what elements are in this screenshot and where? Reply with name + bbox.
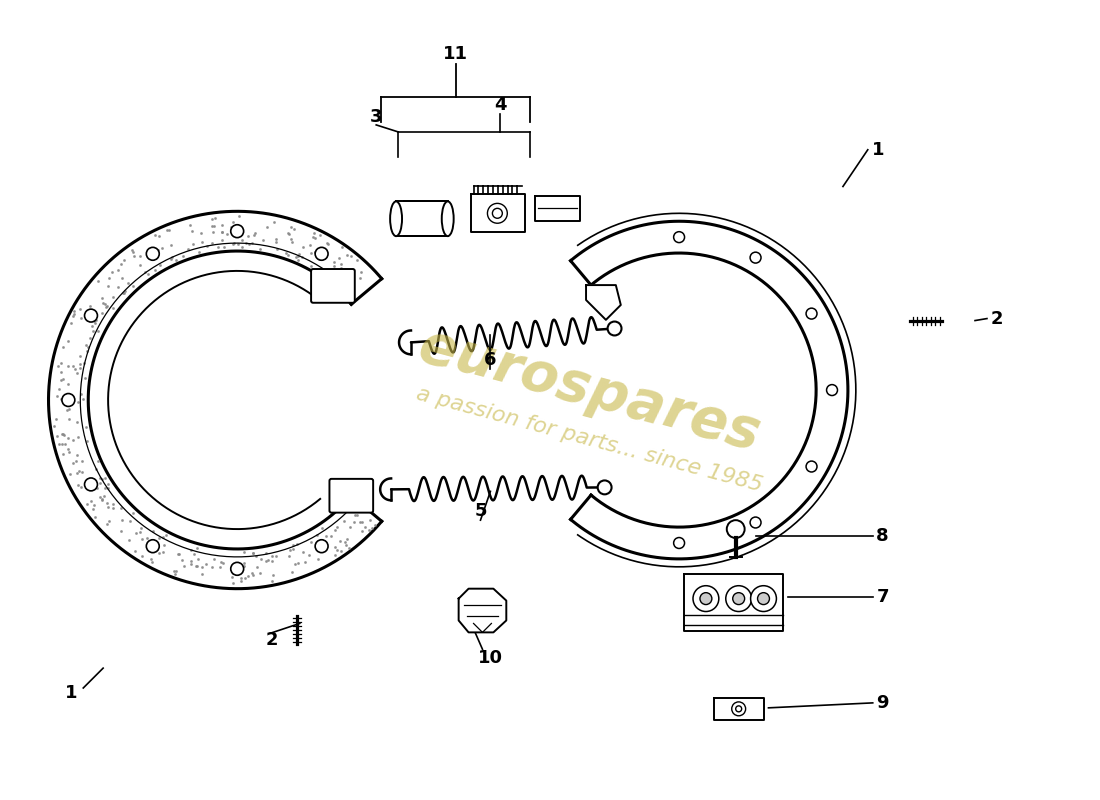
Polygon shape — [571, 222, 848, 559]
Circle shape — [727, 520, 745, 538]
Polygon shape — [684, 574, 783, 631]
FancyBboxPatch shape — [311, 269, 355, 302]
Text: 10: 10 — [477, 649, 503, 667]
Circle shape — [736, 706, 741, 712]
Circle shape — [806, 461, 817, 472]
Circle shape — [62, 394, 75, 406]
Text: 3: 3 — [370, 108, 383, 126]
Text: 9: 9 — [877, 694, 889, 712]
Polygon shape — [48, 211, 382, 589]
Circle shape — [315, 540, 328, 553]
Circle shape — [597, 481, 612, 494]
Circle shape — [758, 593, 770, 605]
Circle shape — [85, 478, 98, 491]
Text: 1: 1 — [871, 141, 884, 158]
Text: 4: 4 — [494, 96, 507, 114]
Text: 7: 7 — [877, 588, 889, 606]
Text: 8: 8 — [877, 527, 889, 545]
Polygon shape — [459, 589, 506, 632]
Circle shape — [231, 225, 243, 238]
Polygon shape — [471, 194, 525, 232]
Text: a passion for parts... since 1985: a passion for parts... since 1985 — [415, 384, 766, 496]
Circle shape — [750, 586, 777, 611]
Circle shape — [750, 252, 761, 263]
Text: 2: 2 — [266, 631, 278, 650]
Circle shape — [146, 540, 160, 553]
Text: 1: 1 — [65, 684, 78, 702]
Circle shape — [733, 593, 745, 605]
Circle shape — [826, 385, 837, 395]
Ellipse shape — [390, 202, 402, 236]
Circle shape — [673, 538, 684, 549]
Circle shape — [750, 517, 761, 528]
Polygon shape — [586, 285, 620, 320]
Text: 11: 11 — [443, 46, 469, 63]
Text: 6: 6 — [484, 351, 497, 370]
Text: eurospares: eurospares — [414, 318, 767, 462]
Circle shape — [726, 586, 751, 611]
Text: 2: 2 — [991, 310, 1003, 327]
Circle shape — [493, 208, 503, 218]
Circle shape — [607, 322, 621, 335]
Circle shape — [700, 593, 712, 605]
Text: 5: 5 — [474, 502, 486, 520]
Circle shape — [85, 309, 98, 322]
Circle shape — [806, 308, 817, 319]
Circle shape — [315, 247, 328, 260]
Circle shape — [732, 702, 746, 716]
Circle shape — [487, 203, 507, 223]
Circle shape — [673, 232, 684, 242]
Circle shape — [231, 562, 243, 575]
FancyBboxPatch shape — [329, 479, 373, 513]
Polygon shape — [714, 698, 763, 720]
Ellipse shape — [442, 202, 453, 236]
Polygon shape — [535, 197, 580, 222]
Circle shape — [693, 586, 718, 611]
Circle shape — [146, 247, 160, 260]
